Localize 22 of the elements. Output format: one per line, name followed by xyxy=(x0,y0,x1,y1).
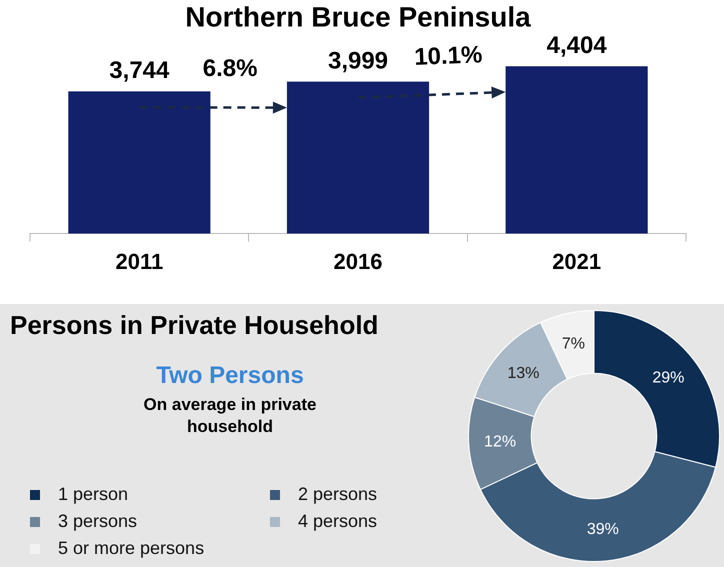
legend-label: 1 person xyxy=(58,484,128,505)
annotation: 10.1% xyxy=(414,41,483,71)
chart-title: Persons in Private Household xyxy=(10,310,378,341)
annotation: 6.8% xyxy=(202,55,258,82)
legend-label: 4 persons xyxy=(298,511,378,532)
legend-label: 2 persons xyxy=(298,484,378,505)
data-label: 3,744 xyxy=(109,56,170,84)
x-tick-label: 2016 xyxy=(334,248,382,274)
data-label: 3,999 xyxy=(328,47,388,74)
data-label: 7% xyxy=(562,336,586,353)
data-label: 39% xyxy=(586,521,619,538)
legend-label: 5 or more persons xyxy=(58,538,204,559)
data-label: 29% xyxy=(652,370,684,387)
x-tick-label: 2021 xyxy=(552,248,602,274)
text: On average in private household xyxy=(142,394,318,438)
chart-title: Northern Bruce Peninsula xyxy=(185,2,532,33)
x-tick-label: 2011 xyxy=(115,248,164,274)
text: Two Persons xyxy=(155,362,305,390)
data-label: 4,404 xyxy=(546,32,608,59)
data-label: 13% xyxy=(507,365,540,382)
legend-label: 3 persons xyxy=(58,511,138,532)
data-label: 12% xyxy=(484,433,516,450)
